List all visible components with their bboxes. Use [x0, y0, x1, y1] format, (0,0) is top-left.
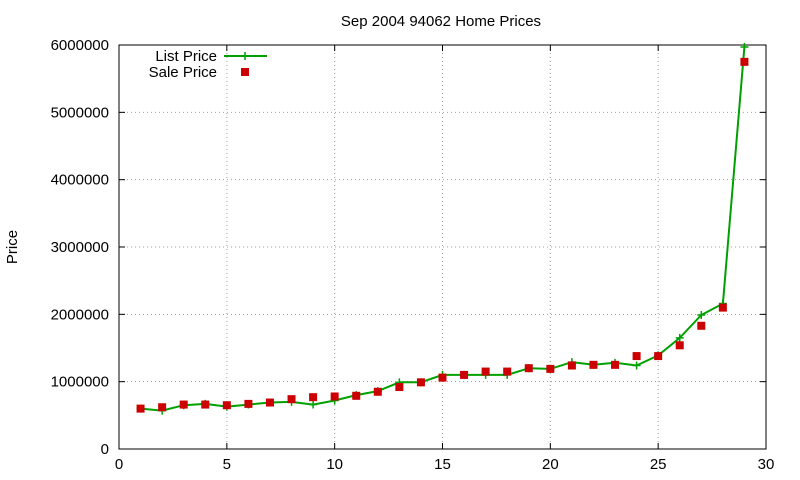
legend-label: Sale Price [149, 64, 217, 81]
y-tick-label: 6000000 [51, 37, 109, 54]
sale-price-point [330, 392, 339, 401]
x-tick-label: 30 [758, 456, 775, 473]
sale-price-point [481, 367, 490, 376]
x-tick-label: 0 [115, 456, 123, 473]
sale-price-point [416, 378, 425, 387]
sale-price-point [244, 399, 253, 408]
y-tick-label: 4000000 [51, 172, 109, 189]
sale-price-point [697, 321, 706, 330]
series [136, 43, 749, 415]
list-price-point [740, 43, 749, 52]
list-price-point [632, 361, 641, 370]
legend-label: List Price [155, 48, 217, 65]
legend-square-marker [241, 68, 249, 76]
y-tick-label: 2000000 [51, 306, 109, 323]
y-axis-label: Price [4, 230, 21, 264]
y-tick-label: 5000000 [51, 104, 109, 121]
x-tick-label: 10 [326, 456, 343, 473]
list-price-point [309, 400, 318, 409]
sale-price-point [567, 361, 576, 370]
x-tick-label: 20 [542, 456, 559, 473]
sale-price-point [546, 364, 555, 373]
axis-ticks: 0 5 10 15 20 25 30 0 1000000 2000000 3000000 400000… [51, 37, 775, 473]
sale-price-point [740, 57, 749, 66]
y-tick-label: 0 [101, 441, 109, 458]
sale-price-point [309, 393, 318, 402]
sale-price-point [201, 400, 210, 409]
legend-plus-marker [241, 52, 249, 60]
sale-price-point [179, 400, 188, 409]
sale-price-point [438, 373, 447, 382]
sale-price-point [460, 370, 469, 379]
sale-price-point [503, 367, 512, 376]
sale-price-point [352, 391, 361, 400]
sale-price-point [611, 360, 620, 369]
y-tick-label: 3000000 [51, 239, 109, 256]
sale-price-point [718, 303, 727, 312]
grid [119, 45, 766, 449]
sale-price-point [589, 360, 598, 369]
sale-price-point [632, 352, 641, 361]
sale-price-point [395, 383, 404, 392]
y-tick-label: 1000000 [51, 374, 109, 391]
sale-price-point [373, 387, 382, 396]
sale-price-point [654, 352, 663, 361]
series-1 [136, 57, 749, 413]
sale-price-point [222, 401, 231, 410]
list-price-point [697, 311, 706, 320]
x-tick-label: 5 [223, 456, 231, 473]
sale-price-point [524, 364, 533, 373]
x-tick-label: 25 [650, 456, 667, 473]
sale-price-point [158, 403, 167, 412]
chart-title: Sep 2004 94062 Home Prices [341, 13, 541, 30]
list-price-point [675, 333, 684, 342]
sale-price-point [287, 395, 296, 404]
sale-price-point [265, 398, 274, 407]
x-tick-label: 15 [434, 456, 451, 473]
sale-price-point [136, 404, 145, 413]
sale-price-point [675, 341, 684, 350]
